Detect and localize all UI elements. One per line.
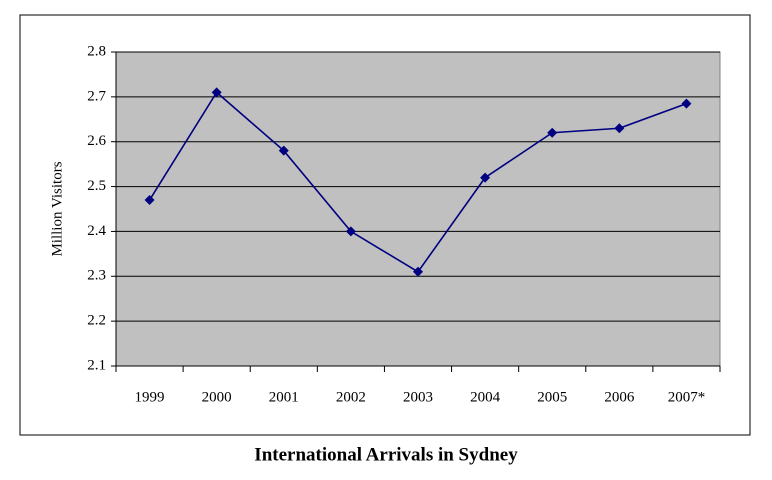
y-tick-label: 2.7 <box>87 88 106 104</box>
x-tick-label: 2004 <box>470 389 501 405</box>
x-tick-label: 2006 <box>604 389 635 405</box>
data-marker <box>144 195 155 206</box>
y-axis-label: Million Visitors <box>49 161 65 256</box>
x-tick-label: 2005 <box>537 389 567 405</box>
chart-title: International Arrivals in Sydney <box>254 444 518 465</box>
x-tick-label: 2003 <box>403 389 433 405</box>
x-tick-label: 1999 <box>135 389 165 405</box>
x-tick-label: 2001 <box>269 389 299 405</box>
data-marker <box>345 226 356 237</box>
y-tick-label: 2.8 <box>87 43 106 59</box>
data-marker <box>211 87 222 98</box>
data-marker <box>547 127 558 138</box>
x-tick-label: 2007* <box>668 389 706 405</box>
y-tick-label: 2.6 <box>87 133 106 149</box>
x-tick-label: 2000 <box>202 389 232 405</box>
data-marker <box>681 98 692 109</box>
y-tick-label: 2.2 <box>87 313 106 329</box>
data-marker <box>413 266 423 277</box>
y-tick-label: 2.4 <box>87 223 106 239</box>
y-tick-label: 2.1 <box>87 357 106 373</box>
data-marker <box>278 145 289 156</box>
x-tick-label: 2002 <box>336 389 366 405</box>
y-tick-label: 2.3 <box>87 268 106 284</box>
y-tick-label: 2.5 <box>87 178 106 194</box>
plot-area <box>115 51 721 367</box>
data-marker <box>480 172 491 183</box>
data-marker <box>614 123 625 134</box>
